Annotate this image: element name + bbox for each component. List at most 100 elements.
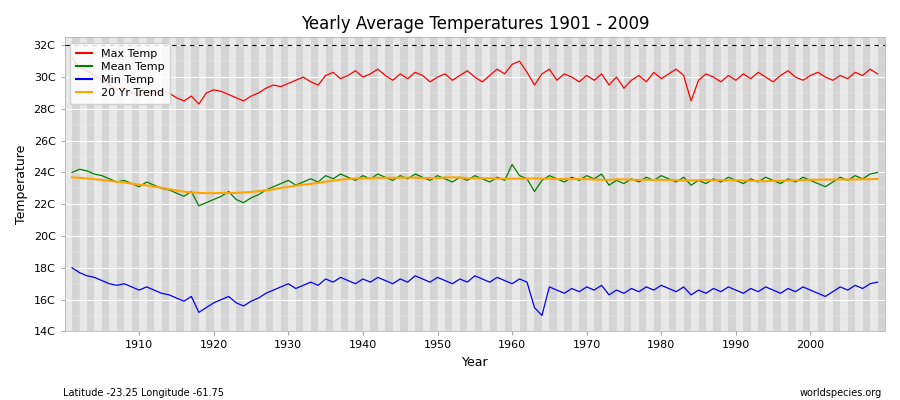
Bar — [236, 37, 244, 332]
Bar — [512, 37, 519, 332]
Bar — [878, 37, 885, 332]
Bar — [803, 37, 810, 332]
Bar — [758, 37, 766, 332]
Bar — [244, 37, 251, 332]
Bar — [706, 37, 714, 332]
Bar — [65, 37, 72, 332]
Text: Latitude -23.25 Longitude -61.75: Latitude -23.25 Longitude -61.75 — [63, 388, 224, 398]
Bar — [698, 37, 706, 332]
Bar — [796, 37, 803, 332]
Bar — [505, 37, 512, 332]
Bar — [124, 37, 131, 332]
Bar — [72, 37, 79, 332]
Bar — [356, 37, 363, 332]
Bar — [288, 37, 296, 332]
Bar — [572, 37, 580, 332]
Bar — [371, 37, 378, 332]
Bar — [258, 37, 266, 332]
Bar — [497, 37, 505, 332]
Bar — [535, 37, 542, 332]
Bar — [832, 37, 841, 332]
Bar — [684, 37, 691, 332]
X-axis label: Year: Year — [462, 356, 488, 369]
Bar — [721, 37, 728, 332]
Bar — [266, 37, 274, 332]
Bar — [251, 37, 258, 332]
Bar — [221, 37, 229, 332]
Bar — [453, 37, 460, 332]
Bar — [94, 37, 102, 332]
Bar — [109, 37, 117, 332]
Bar — [437, 37, 445, 332]
Bar — [669, 37, 676, 332]
Bar — [326, 37, 333, 332]
Bar — [392, 37, 400, 332]
Bar — [639, 37, 646, 332]
Bar — [736, 37, 743, 332]
Bar — [229, 37, 236, 332]
Bar — [192, 37, 199, 332]
Bar — [751, 37, 758, 332]
Bar — [728, 37, 736, 332]
Bar — [303, 37, 310, 332]
Bar — [319, 37, 326, 332]
Bar — [818, 37, 825, 332]
Bar — [616, 37, 624, 332]
Bar — [587, 37, 594, 332]
Bar — [310, 37, 319, 332]
Bar — [788, 37, 796, 332]
Bar — [773, 37, 780, 332]
Bar — [445, 37, 453, 332]
Bar — [594, 37, 601, 332]
Bar — [490, 37, 497, 332]
Bar — [296, 37, 303, 332]
Bar — [714, 37, 721, 332]
Bar — [363, 37, 371, 332]
Bar — [206, 37, 213, 332]
Bar — [102, 37, 109, 332]
Bar — [147, 37, 154, 332]
Bar — [340, 37, 348, 332]
Legend: Max Temp, Mean Temp, Min Temp, 20 Yr Trend: Max Temp, Mean Temp, Min Temp, 20 Yr Tre… — [70, 43, 170, 104]
Bar — [378, 37, 385, 332]
Bar — [281, 37, 288, 332]
Bar — [400, 37, 408, 332]
Bar — [415, 37, 423, 332]
Bar — [348, 37, 356, 332]
Bar — [161, 37, 169, 332]
Y-axis label: Temperature: Temperature — [15, 145, 28, 224]
Bar — [408, 37, 415, 332]
Bar — [653, 37, 662, 332]
Bar — [274, 37, 281, 332]
Bar — [624, 37, 632, 332]
Bar — [810, 37, 818, 332]
Bar — [542, 37, 549, 332]
Bar — [662, 37, 669, 332]
Bar — [780, 37, 788, 332]
Bar — [564, 37, 572, 332]
Bar — [131, 37, 140, 332]
Bar — [527, 37, 535, 332]
Bar — [184, 37, 192, 332]
Bar — [385, 37, 392, 332]
Bar — [862, 37, 870, 332]
Bar — [423, 37, 430, 332]
Bar — [333, 37, 340, 332]
Title: Yearly Average Temperatures 1901 - 2009: Yearly Average Temperatures 1901 - 2009 — [301, 15, 649, 33]
Bar — [676, 37, 684, 332]
Bar — [79, 37, 87, 332]
Bar — [467, 37, 475, 332]
Bar — [199, 37, 206, 332]
Bar — [475, 37, 482, 332]
Bar — [169, 37, 176, 332]
Bar — [214, 37, 221, 332]
Bar — [482, 37, 490, 332]
Bar — [825, 37, 833, 332]
Bar — [646, 37, 653, 332]
Bar — [870, 37, 878, 332]
Bar — [140, 37, 147, 332]
Bar — [430, 37, 437, 332]
Bar — [855, 37, 862, 332]
Bar — [460, 37, 467, 332]
Bar — [743, 37, 751, 332]
